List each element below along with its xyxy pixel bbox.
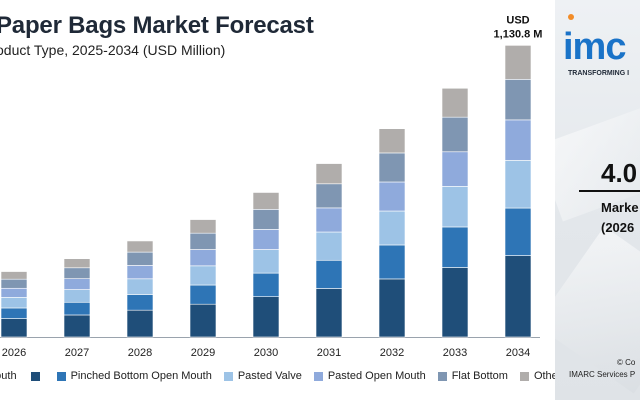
x-tick-label-2027: 2027 bbox=[65, 347, 89, 359]
bar-segment-2033-1 bbox=[441, 226, 469, 268]
legend-entry-4: Flat Bottom bbox=[437, 370, 508, 382]
bar-segment-2029-1 bbox=[189, 284, 217, 305]
bar-segment-2028-2 bbox=[126, 278, 154, 295]
bar-segment-2028-0 bbox=[126, 309, 154, 338]
bar-segment-2032-4 bbox=[378, 152, 406, 183]
bar-segment-2030-2 bbox=[252, 249, 280, 274]
bar-segment-2032-1 bbox=[378, 244, 406, 280]
copyright-text: © Co bbox=[617, 358, 636, 367]
bar-segment-2032-2 bbox=[378, 210, 406, 246]
bar-segment-2026-3 bbox=[0, 287, 28, 298]
bar-segment-2028-5 bbox=[126, 240, 154, 253]
bar-segment-2033-2 bbox=[441, 186, 469, 228]
bar-segment-2034-1 bbox=[504, 207, 532, 256]
chart-panel: Paper Bags Market Forecast oduct Type, 2… bbox=[0, 12, 567, 382]
bar-segment-2030-3 bbox=[252, 229, 280, 250]
bar-segment-2030-1 bbox=[252, 272, 280, 297]
bar-segment-2031-4 bbox=[315, 183, 343, 209]
cagr-value: 4.0 bbox=[601, 158, 638, 188]
annotation-total-value: 1,130.8 M bbox=[494, 28, 543, 40]
legend-entry-1: Pinched Bottom Open Mouth bbox=[56, 370, 212, 382]
bar-segment-2027-5 bbox=[63, 258, 91, 269]
bar-segment-2033-4 bbox=[441, 116, 469, 153]
bar-segment-2034-0 bbox=[504, 255, 532, 338]
bar-segment-2029-0 bbox=[189, 303, 217, 338]
legend-swatch bbox=[437, 371, 447, 381]
x-tick-label-2028: 2028 bbox=[128, 347, 152, 359]
legend-label: Mouth bbox=[0, 370, 17, 382]
annotation-currency: USD bbox=[506, 14, 529, 26]
bar-segment-2026-4 bbox=[0, 278, 28, 289]
bar-segment-2029-4 bbox=[189, 232, 217, 250]
x-tick-label-2030: 2030 bbox=[254, 347, 278, 359]
bar-segment-2029-2 bbox=[189, 265, 217, 286]
bar-segment-2027-4 bbox=[63, 267, 91, 279]
bar-segment-2027-2 bbox=[63, 289, 91, 303]
bar-segment-2032-5 bbox=[378, 128, 406, 154]
bar-segment-2033-0 bbox=[441, 267, 469, 338]
bar-segment-2034-3 bbox=[504, 119, 532, 161]
legend-label: Flat Bottom bbox=[451, 370, 508, 382]
x-tick-label-2033: 2033 bbox=[443, 347, 467, 359]
bar-segment-2031-2 bbox=[315, 231, 343, 261]
side-panel: imc TRANSFORMING I 4.0 Marke (2026 © Co … bbox=[555, 0, 640, 400]
legend-swatch bbox=[519, 371, 529, 381]
legend-entry-3: Pasted Open Mouth bbox=[313, 370, 426, 382]
bar-segment-2028-4 bbox=[126, 251, 154, 266]
x-tick-label-2029: 2029 bbox=[191, 347, 215, 359]
cagr-label: Marke bbox=[601, 200, 639, 215]
bar-segment-2028-3 bbox=[126, 265, 154, 280]
bar-segment-2031-1 bbox=[315, 259, 343, 289]
x-tick-label-2034: 2034 bbox=[506, 347, 530, 359]
chart-subtitle: oduct Type, 2025-2034 (USD Million) bbox=[0, 42, 226, 58]
bar-segment-2030-0 bbox=[252, 296, 280, 338]
bar-segment-2030-5 bbox=[252, 192, 280, 210]
legend-swatch bbox=[30, 371, 40, 381]
legend-entry-0: Mouth bbox=[0, 370, 45, 382]
bar-segment-2026-1 bbox=[0, 307, 28, 319]
bar-segment-2033-3 bbox=[441, 151, 469, 187]
bar-segment-2034-2 bbox=[504, 160, 532, 209]
stacked-bar-chart: 2026 2027 2028 2029 2030 2031 2032 2033 2034 USD 1… bbox=[0, 14, 543, 359]
legend-entry-2: Pasted Valve bbox=[223, 370, 302, 382]
bar-segment-2034-5 bbox=[504, 45, 532, 80]
legend-label: Pasted Open Mouth bbox=[327, 370, 426, 382]
bar-segment-2027-0 bbox=[63, 314, 91, 338]
bar-segment-2027-1 bbox=[63, 301, 91, 316]
bar-segment-2031-3 bbox=[315, 207, 343, 233]
publisher-text: IMARC Services P bbox=[569, 370, 636, 379]
bar-segment-2034-4 bbox=[504, 79, 532, 121]
bar-segment-2026-2 bbox=[0, 297, 28, 309]
bar-segment-2028-1 bbox=[126, 294, 154, 311]
bar-segment-2026-5 bbox=[0, 271, 28, 280]
bar-segment-2031-5 bbox=[315, 163, 343, 185]
x-tick-label-2026: 2026 bbox=[2, 347, 26, 359]
cagr-period: (2026 bbox=[601, 220, 635, 235]
chart-title: Paper Bags Market Forecast bbox=[0, 12, 314, 39]
legend-label: Pasted Valve bbox=[237, 370, 302, 382]
legend-swatch bbox=[56, 371, 66, 381]
x-tick-label-2031: 2031 bbox=[317, 347, 341, 359]
bar-segment-2030-4 bbox=[252, 209, 280, 230]
chart-legend: Mouth Pinched Bottom Open Mouth Pasted Val… bbox=[0, 368, 579, 384]
cagr-divider bbox=[579, 190, 640, 192]
legend-swatch bbox=[313, 371, 323, 381]
legend-label: Pinched Bottom Open Mouth bbox=[70, 370, 212, 382]
bar-segment-2026-0 bbox=[0, 318, 28, 338]
bar-segment-2032-0 bbox=[378, 278, 406, 338]
bar-segment-2033-5 bbox=[441, 87, 469, 118]
bar-segment-2029-5 bbox=[189, 219, 217, 234]
bar-segment-2031-0 bbox=[315, 288, 343, 338]
decorative-shape bbox=[555, 226, 640, 394]
logo: imc bbox=[563, 26, 626, 68]
legend-swatch bbox=[223, 371, 233, 381]
bar-segment-2027-3 bbox=[63, 278, 91, 290]
logo-dot-icon bbox=[568, 14, 574, 20]
logo-tagline: TRANSFORMING I bbox=[568, 70, 630, 77]
x-tick-label-2032: 2032 bbox=[380, 347, 404, 359]
bar-segment-2029-3 bbox=[189, 249, 217, 267]
bar-segment-2032-3 bbox=[378, 181, 406, 212]
